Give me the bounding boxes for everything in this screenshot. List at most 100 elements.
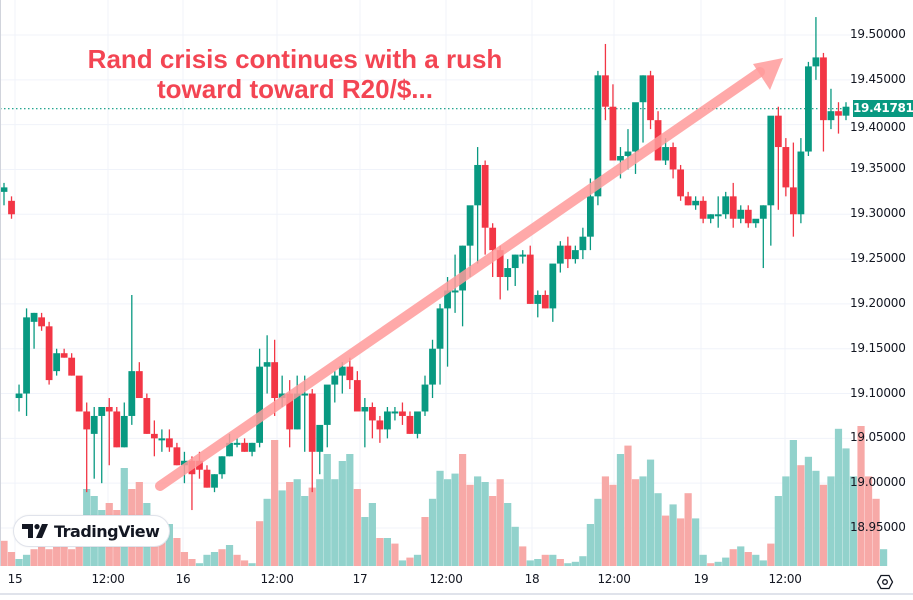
volume-bar [797,465,805,566]
candle-body [75,375,83,412]
chart-settings-button[interactable] [876,574,894,590]
candle-body [45,326,53,381]
volume-bar [60,546,68,566]
volume-bar [165,524,173,566]
trend-arrow-head-icon [753,58,783,90]
price-axis-label: 19.25000 [850,251,906,266]
volume-bar [684,493,692,566]
candle-body [271,362,279,399]
candle-body [564,245,572,260]
candle-body [60,353,68,358]
candle-body [165,438,173,448]
candle-body [30,312,38,322]
volume-bar [504,503,512,566]
candle-body [98,406,106,416]
candle-body [105,406,113,412]
volume-bar [722,557,730,566]
candle-body [677,169,685,197]
volume-bar [233,554,241,566]
headline-line-2: toward toward R20/$... [157,74,433,104]
candle-body [534,294,542,304]
candle-body [181,460,188,466]
candle-body [556,245,564,264]
volume-bar [594,498,602,566]
volume-bar [338,461,346,566]
volume-bar [616,454,625,566]
volume-bar [864,476,873,566]
candle-body [579,236,587,251]
candle-body [624,151,632,157]
bottom-border [0,593,913,595]
volume-bar [511,526,519,566]
gear-hex-icon [876,574,894,590]
volume-bar [729,549,737,566]
price-axis-label: 19.05000 [850,430,906,445]
volume-bar [391,543,399,566]
volume-bar [556,559,564,566]
volume-bar [782,476,790,566]
candle-body [368,406,376,421]
volume-bar [639,476,647,566]
candle-body [451,290,459,293]
volume-bar [541,554,549,566]
candle-body [135,371,143,399]
tradingview-watermark[interactable]: TradingView [13,515,171,547]
volume-bar [316,479,324,566]
candle-body [489,227,497,251]
candle-body [68,357,76,376]
candle-body [586,196,594,237]
volume-bar [225,545,234,566]
candle-body [571,250,579,260]
time-axis-label: 18 [524,572,540,586]
volume-bar [834,428,843,566]
candle-body [639,75,647,103]
headline-line-1: Rand crisis continues with a rush [87,44,503,74]
candle-body [669,147,677,170]
candle-body [526,254,534,304]
candle-body [421,384,429,412]
candle-body [541,294,549,309]
volume-bar [308,487,316,566]
candle-body [782,147,790,188]
price-axis-label: 19.00000 [850,475,906,490]
candle-body [617,156,624,161]
candle-body [835,111,842,116]
volume-bar [361,517,369,566]
volume-bar [15,559,23,566]
time-axis-label: 16 [175,572,191,586]
candle-body [707,214,715,219]
candle-body [752,218,760,224]
volume-bar [398,560,407,566]
volume-bar [601,476,610,566]
volume-bar [406,557,414,566]
volume-bar [526,560,534,566]
volume-bar [383,538,392,566]
volume-bar [263,498,271,566]
candle-body [248,442,256,452]
volume-bar [857,426,865,566]
candle-body [83,411,91,430]
candle-body [722,196,730,215]
candle-body [744,209,752,224]
time-axis-label: 17 [352,572,368,586]
time-axis-label: 12:00 [260,572,294,586]
candle-body [301,393,309,396]
volume-bar [812,470,820,566]
candle-body [767,115,775,206]
candle-body [820,57,827,121]
candle-body [406,415,414,434]
candle-body [805,66,812,152]
volume-bar [436,470,444,566]
candle-body [218,456,226,475]
volume-bar [481,482,489,566]
candle-body [602,75,609,107]
candle-body [241,442,248,452]
volume-bar [210,552,219,566]
trend-arrow-shaft [155,67,765,491]
volume-bar [842,448,850,566]
volume-bar [293,479,301,566]
candle-body [226,442,233,457]
volume-bar [180,552,189,566]
